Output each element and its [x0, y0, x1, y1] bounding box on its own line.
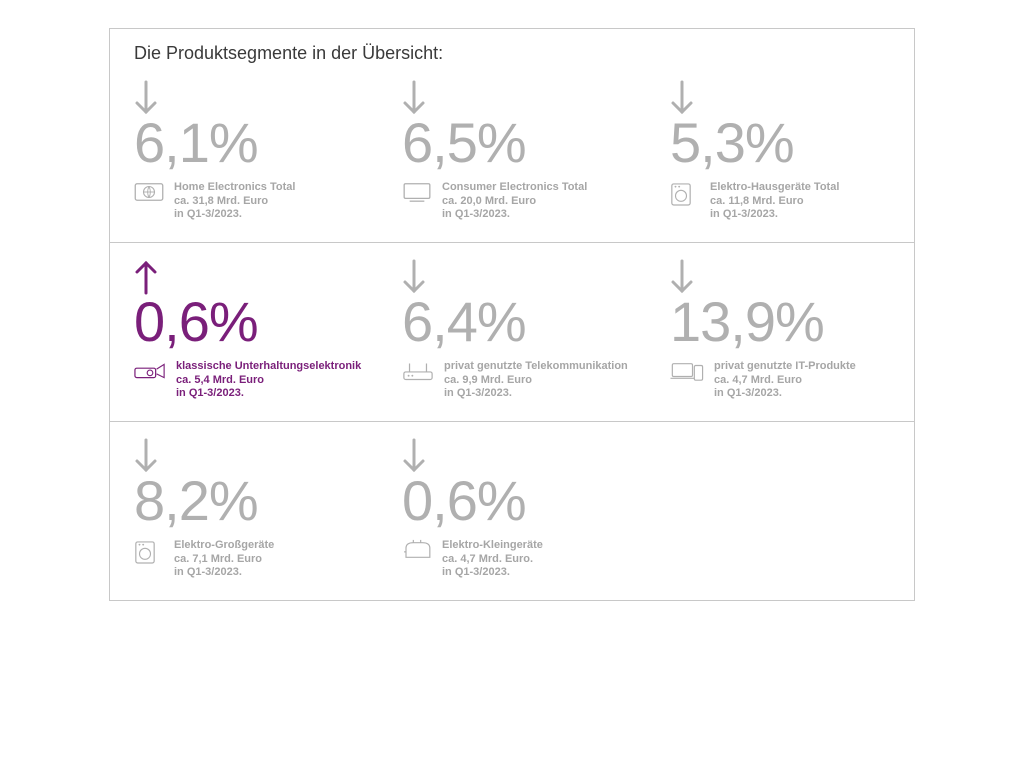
segment-period: in Q1-3/2023. [442, 208, 587, 222]
segment-meta: Home Electronics Total ca. 31,8 Mrd. Eur… [174, 181, 295, 222]
infographic-panel: Die Produktsegmente in der Übersicht: 6,… [109, 28, 915, 601]
segment-label: privat genutzte Telekommunikation [444, 360, 628, 374]
router-icon [402, 360, 434, 384]
flat-tv-icon [402, 181, 432, 205]
segment-value: 13,9% [670, 293, 914, 352]
toaster-icon [402, 539, 432, 563]
infographic-title: Die Produktsegmente in der Übersicht: [110, 29, 914, 64]
segment-cell: 8,2% Elektro-Großgeräte ca. 7,1 Mrd. Eur… [110, 422, 378, 600]
segment-meta: privat genutzte IT-Produkte ca. 4,7 Mrd.… [714, 360, 856, 401]
segment-label: Elektro-Hausgeräte Total [710, 181, 839, 195]
segment-label: Consumer Electronics Total [442, 181, 587, 195]
segment-value: 6,5% [402, 114, 646, 173]
segment-cell: 0,6% klassische Unterhaltungselektronik … [110, 243, 378, 421]
segment-meta: privat genutzte Telekommunikation ca. 9,… [444, 360, 628, 401]
segment-meta: Elektro-Großgeräte ca. 7,1 Mrd. Euro in … [174, 539, 274, 580]
segment-period: in Q1-3/2023. [176, 387, 361, 401]
segment-label: Elektro-Großgeräte [174, 539, 274, 553]
segment-period: in Q1-3/2023. [174, 566, 274, 580]
segment-label: privat genutzte IT-Produkte [714, 360, 856, 374]
segment-value: 0,6% [134, 293, 378, 352]
segment-amount: ca. 11,8 Mrd. Euro [710, 195, 839, 209]
globe-tv-icon [134, 181, 164, 205]
segment-amount: ca. 9,9 Mrd. Euro [444, 374, 628, 388]
segment-cell: 6,1% Home Electronics Total ca. 31,8 Mrd… [110, 64, 378, 242]
segment-label: klassische Unterhaltungselektronik [176, 360, 361, 374]
laptop-phone-icon [670, 360, 704, 384]
segment-period: in Q1-3/2023. [714, 387, 856, 401]
segment-amount: ca. 5,4 Mrd. Euro [176, 374, 361, 388]
grid-row: 8,2% Elektro-Großgeräte ca. 7,1 Mrd. Eur… [110, 422, 914, 600]
segment-cell: 0,6% Elektro-Kleingeräte ca. 4,7 Mrd. Eu… [378, 422, 646, 600]
segment-cell-empty [646, 422, 914, 600]
segment-amount: ca. 7,1 Mrd. Euro [174, 553, 274, 567]
grid-row: 6,1% Home Electronics Total ca. 31,8 Mrd… [110, 64, 914, 243]
segment-amount: ca. 4,7 Mrd. Euro. [442, 553, 543, 567]
segment-cell: 6,4% privat genutzte Telekommunikation c… [378, 243, 646, 421]
segment-value: 0,6% [402, 472, 646, 531]
washer-icon [670, 181, 700, 205]
segment-label: Home Electronics Total [174, 181, 295, 195]
grid-row: 0,6% klassische Unterhaltungselektronik … [110, 243, 914, 422]
segment-label: Elektro-Kleingeräte [442, 539, 543, 553]
segment-value: 6,1% [134, 114, 378, 173]
segment-meta: Elektro-Kleingeräte ca. 4,7 Mrd. Euro. i… [442, 539, 543, 580]
projector-icon [134, 360, 166, 384]
segment-meta: Elektro-Hausgeräte Total ca. 11,8 Mrd. E… [710, 181, 839, 222]
segment-amount: ca. 4,7 Mrd. Euro [714, 374, 856, 388]
segment-amount: ca. 20,0 Mrd. Euro [442, 195, 587, 209]
segment-meta: klassische Unterhaltungselektronik ca. 5… [176, 360, 361, 401]
washer-icon [134, 539, 164, 563]
segment-period: in Q1-3/2023. [710, 208, 839, 222]
segments-grid: 6,1% Home Electronics Total ca. 31,8 Mrd… [110, 64, 914, 600]
segment-period: in Q1-3/2023. [442, 566, 543, 580]
segment-amount: ca. 31,8 Mrd. Euro [174, 195, 295, 209]
segment-meta: Consumer Electronics Total ca. 20,0 Mrd.… [442, 181, 587, 222]
segment-cell: 5,3% Elektro-Hausgeräte Total ca. 11,8 M… [646, 64, 914, 242]
segment-cell: 6,5% Consumer Electronics Total ca. 20,0… [378, 64, 646, 242]
segment-value: 5,3% [670, 114, 914, 173]
segment-period: in Q1-3/2023. [174, 208, 295, 222]
segment-period: in Q1-3/2023. [444, 387, 628, 401]
segment-cell: 13,9% privat genutzte IT-Produkte ca. 4,… [646, 243, 914, 421]
segment-value: 6,4% [402, 293, 646, 352]
segment-value: 8,2% [134, 472, 378, 531]
